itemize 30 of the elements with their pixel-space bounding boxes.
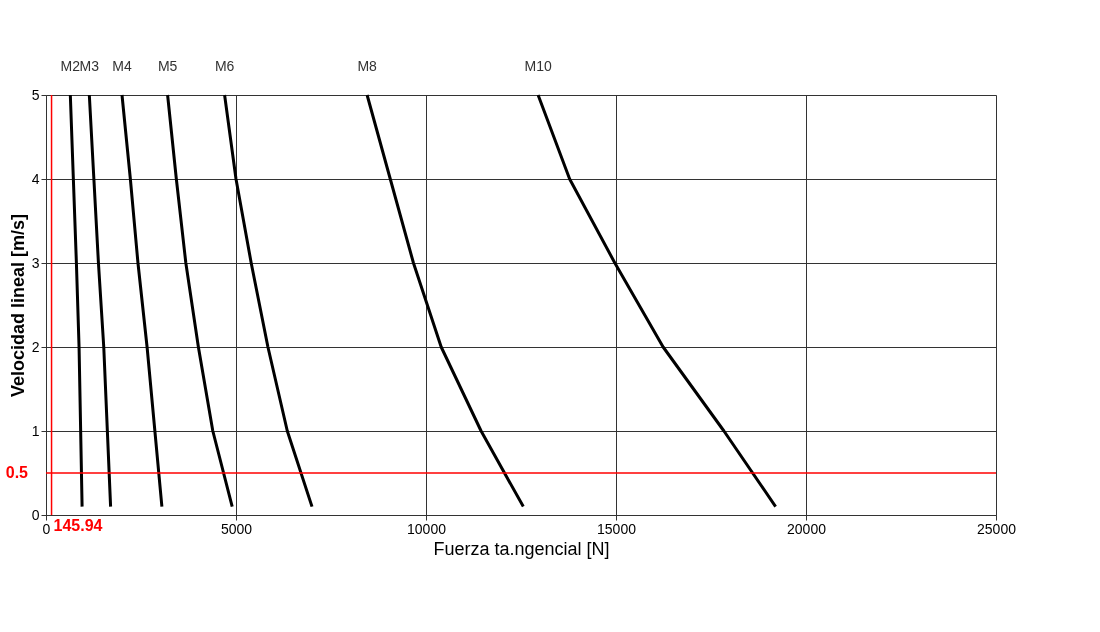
- x-tick-label: 25000: [977, 520, 1017, 537]
- x-tick-label: 20000: [787, 520, 827, 537]
- series-label: M3: [79, 58, 100, 74]
- line-series: [68, 93, 84, 509]
- y-tick-label: 4: [31, 170, 40, 187]
- line-series: [120, 93, 164, 509]
- y-tick-label: 1: [31, 422, 40, 439]
- ref-line-label: 145.94: [53, 517, 103, 534]
- series-label: M10: [524, 58, 552, 74]
- x-tick-label: 10000: [407, 520, 447, 537]
- series-label: M8: [357, 58, 378, 74]
- line-series: [166, 93, 234, 509]
- y-tick-label: 5: [31, 86, 40, 103]
- line-series: [223, 93, 314, 509]
- x-tick-label: 0: [42, 520, 51, 537]
- x-tick-label: 5000: [220, 520, 253, 537]
- x-axis-title: Fuerza ta.ngencial [N]: [433, 538, 610, 559]
- series-label: M5: [157, 58, 178, 74]
- y-axis-title: Velocidad lineal [m/s]: [7, 213, 28, 398]
- line-series: [536, 93, 778, 509]
- series-label: M2: [60, 58, 81, 74]
- y-tick-label: 2: [31, 338, 40, 355]
- line-series: [365, 93, 525, 509]
- line-series: [87, 93, 113, 509]
- x-tick-label: 15000: [597, 520, 637, 537]
- series-label: M4: [112, 58, 132, 74]
- y-tick-label: 3: [31, 254, 40, 271]
- y-tick-label: 0: [31, 506, 40, 523]
- series-label: M6: [214, 58, 235, 74]
- ref-line-label: 0.5: [5, 464, 29, 481]
